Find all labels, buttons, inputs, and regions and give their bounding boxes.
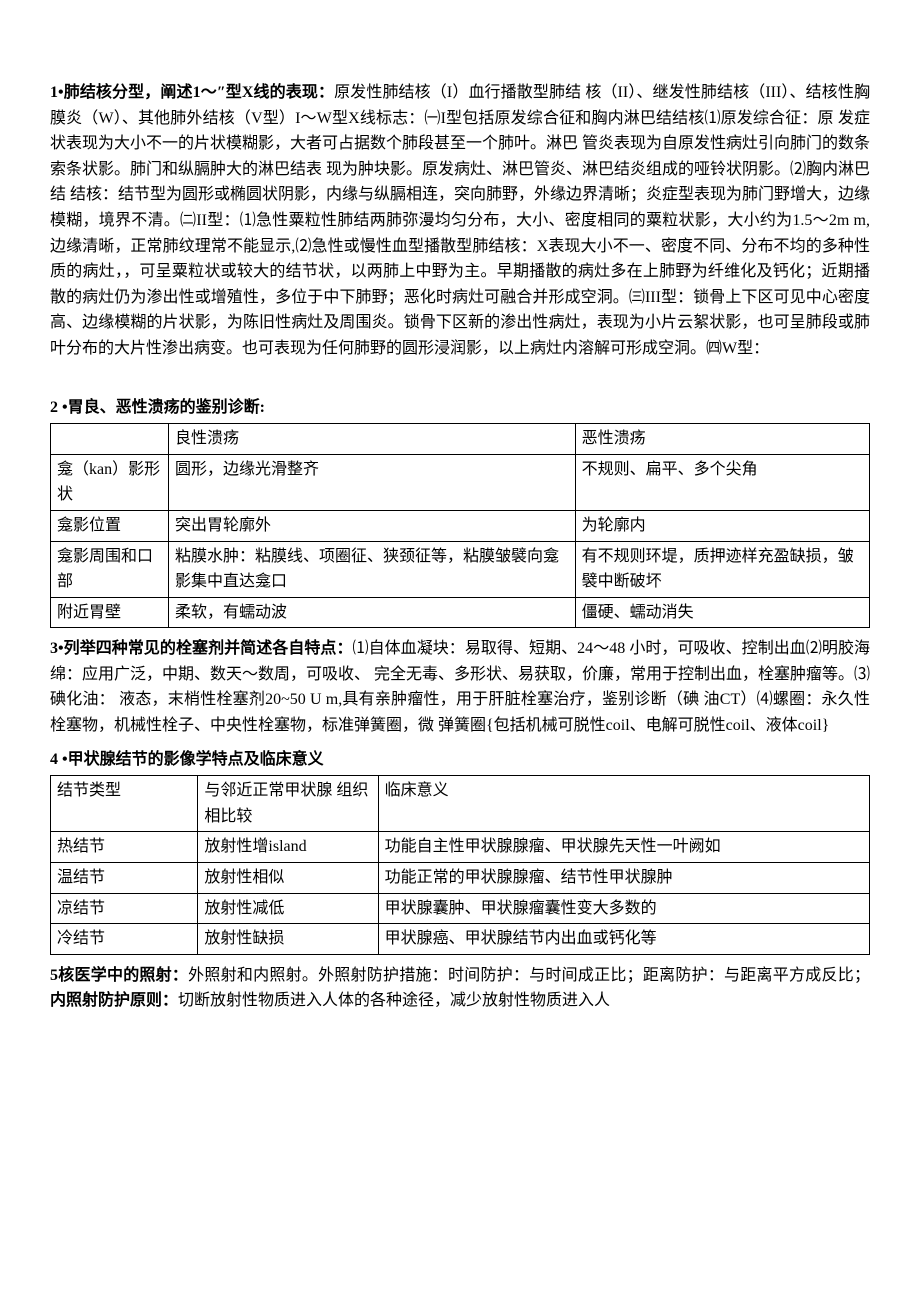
table-header-cell: 临床意义 [378, 776, 869, 832]
table-row: 凉结节 放射性减低 甲状腺囊肿、甲状腺瘤囊性变大多数的 [51, 893, 870, 924]
table-row: 冷结节 放射性缺损 甲状腺癌、甲状腺结节内出血或钙化等 [51, 924, 870, 955]
section-1-title: 1•肺结核分型，阐述1～″型X线的表现： [50, 84, 334, 101]
table-header-cell [51, 424, 169, 455]
section-4: 4 •甲状腺结节的影像学特点及临床意义 结节类型 与邻近正常甲状腺 组织相比较 … [50, 747, 870, 955]
table-cell: 冷结节 [51, 924, 198, 955]
section-5: 5核医学中的照射：外照射和内照射。外照射防护措施：时间防护：与时间成正比；距离防… [50, 963, 870, 1014]
table-cell: 僵硬、蠕动消失 [575, 597, 869, 628]
table-cell: 有不规则环堤，质押迹样充盈缺损，皱襞中断破坏 [575, 541, 869, 597]
table-row: 热结节 放射性增island 功能自主性甲状腺腺瘤、甲状腺先天性一叶阙如 [51, 832, 870, 863]
table-cell: 放射性相似 [198, 863, 378, 894]
table-row: 温结节 放射性相似 功能正常的甲状腺腺瘤、结节性甲状腺肿 [51, 863, 870, 894]
table-cell: 甲状腺癌、甲状腺结节内出血或钙化等 [378, 924, 869, 955]
table-row: 良性溃疡 恶性溃疡 [51, 424, 870, 455]
section-1: 1•肺结核分型，阐述1～″型X线的表现：原发性肺结核（I）血行播散型肺结 核（I… [50, 80, 870, 362]
section-2: 2 •胃良、恶性溃疡的鉴别诊断: 良性溃疡 恶性溃疡 龛（kan）影形状 圆形，… [50, 395, 870, 629]
table-cell: 温结节 [51, 863, 198, 894]
table-cell: 功能正常的甲状腺腺瘤、结节性甲状腺肿 [378, 863, 869, 894]
table-row: 龛（kan）影形状 圆形，边缘光滑整齐 不规则、扁平、多个尖角 [51, 454, 870, 510]
table-cell: 放射性减低 [198, 893, 378, 924]
table-cell: 龛（kan）影形状 [51, 454, 169, 510]
table-cell: 突出胃轮廓外 [168, 510, 575, 541]
table-cell: 放射性缺损 [198, 924, 378, 955]
table-cell: 功能自主性甲状腺腺瘤、甲状腺先天性一叶阙如 [378, 832, 869, 863]
table-cell: 甲状腺囊肿、甲状腺瘤囊性变大多数的 [378, 893, 869, 924]
table-row: 附近胃壁 柔软，有蠕动波 僵硬、蠕动消失 [51, 597, 870, 628]
table-cell: 放射性增island [198, 832, 378, 863]
table-cell: 热结节 [51, 832, 198, 863]
table-cell: 圆形，边缘光滑整齐 [168, 454, 575, 510]
section-5-title-1: 5核医学中的照射： [50, 967, 188, 984]
spacer [50, 370, 870, 395]
table-ulcer-diagnosis: 良性溃疡 恶性溃疡 龛（kan）影形状 圆形，边缘光滑整齐 不规则、扁平、多个尖… [50, 423, 870, 628]
table-thyroid-nodule: 结节类型 与邻近正常甲状腺 组织相比较 临床意义 热结节 放射性增island … [50, 775, 870, 955]
table-row: 龛影周围和口部 粘膜水肿：粘膜线、项圈征、狭颈征等，粘膜皱襞向龛影集中直达龛口 … [51, 541, 870, 597]
table-header-cell: 良性溃疡 [168, 424, 575, 455]
table-cell: 不规则、扁平、多个尖角 [575, 454, 869, 510]
section-1-content: 原发性肺结核（I）血行播散型肺结 核（II）、继发性肺结核（III）、结核性胸膜… [50, 84, 870, 357]
table-cell: 附近胃壁 [51, 597, 169, 628]
table-header-cell: 结节类型 [51, 776, 198, 832]
table-row: 结节类型 与邻近正常甲状腺 组织相比较 临床意义 [51, 776, 870, 832]
table-row: 龛影位置 突出胃轮廓外 为轮廓内 [51, 510, 870, 541]
section-3-title: 3•列举四种常见的栓塞剂并简述各自特点： [50, 640, 353, 657]
section-4-title: 4 •甲状腺结节的影像学特点及临床意义 [50, 751, 324, 768]
table-cell: 柔软，有蠕动波 [168, 597, 575, 628]
table-cell: 凉结节 [51, 893, 198, 924]
section-3: 3•列举四种常见的栓塞剂并简述各自特点：⑴自体血凝块：易取得、短期、24〜48 … [50, 636, 870, 738]
section-5-title-2: 内照射防护原则： [50, 992, 178, 1009]
table-cell: 粘膜水肿：粘膜线、项圈征、狭颈征等，粘膜皱襞向龛影集中直达龛口 [168, 541, 575, 597]
table-cell: 为轮廓内 [575, 510, 869, 541]
table-cell: 龛影周围和口部 [51, 541, 169, 597]
table-header-cell: 恶性溃疡 [575, 424, 869, 455]
section-2-title: 2 •胃良、恶性溃疡的鉴别诊断: [50, 399, 265, 416]
section-5-content-2: 切断放射性物质进入人体的各种途径，减少放射性物质进入人 [178, 992, 610, 1009]
section-5-content-1: 外照射和内照射。外照射防护措施：时间防护：与时间成正比；距离防护：与距离平方成反… [188, 967, 870, 984]
table-cell: 龛影位置 [51, 510, 169, 541]
table-header-cell: 与邻近正常甲状腺 组织相比较 [198, 776, 378, 832]
